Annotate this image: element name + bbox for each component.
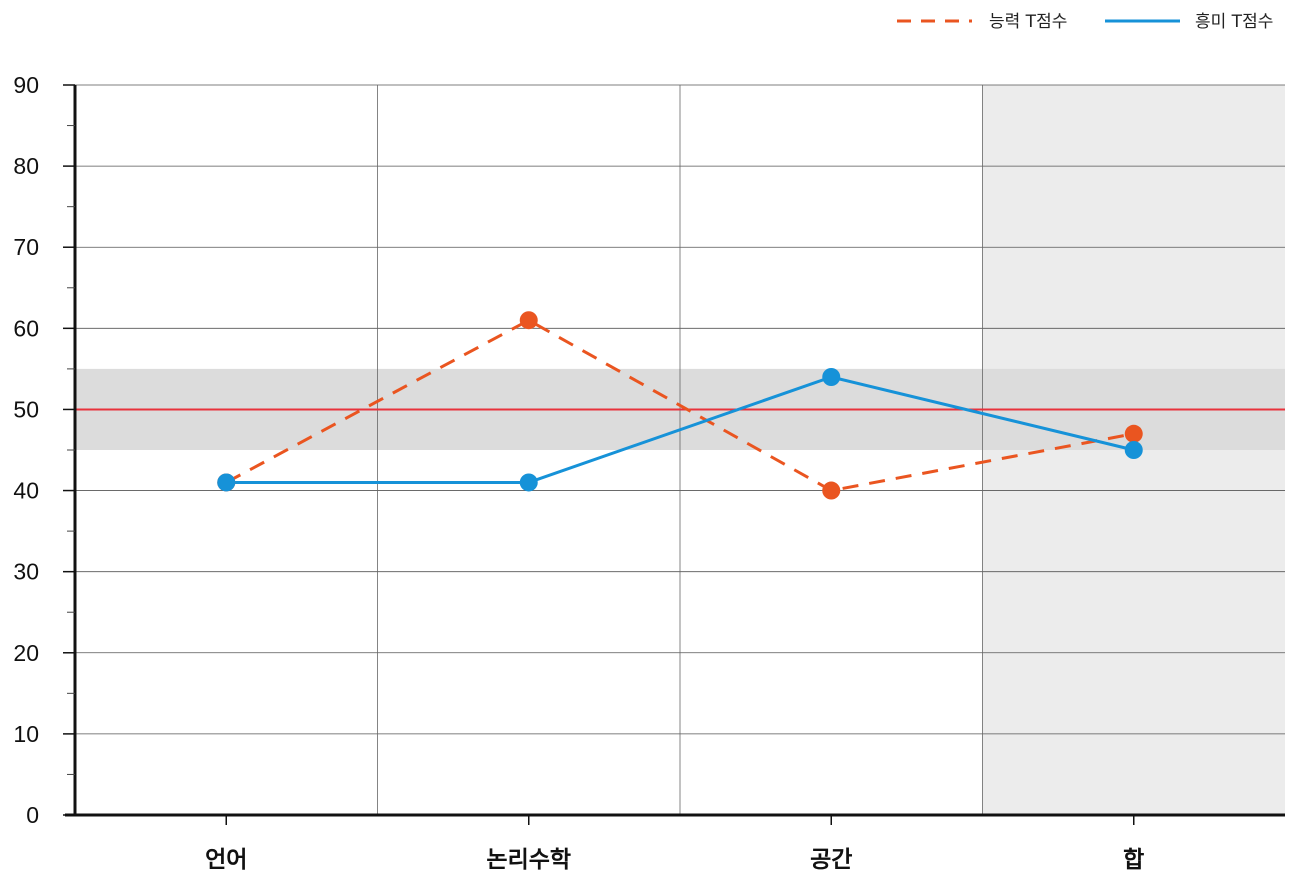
x-tick-label-0: 언어 <box>205 847 247 872</box>
y-tick-label-30: 30 <box>13 559 39 585</box>
y-tick-label-10: 10 <box>13 721 39 747</box>
series-0-point-2 <box>822 481 841 500</box>
y-tick-label-70: 70 <box>13 234 39 260</box>
series-line-1 <box>226 375 1135 484</box>
axis-layer: 0 10 20 30 40 50 60 70 80 90 언어 논리수학 공간 합 <box>13 72 1285 872</box>
legend-label-ability: 능력 T점수 <box>989 12 1067 32</box>
x-tick-label-2: 공간 <box>810 847 852 872</box>
series-0-point-1 <box>519 311 538 330</box>
series-1-point-2 <box>822 368 841 386</box>
legend-label-interest: 흥미 T점수 <box>1195 12 1273 32</box>
grid-layer <box>75 84 1285 815</box>
y-tick-label-50: 50 <box>13 396 39 422</box>
x-tick-label-1: 논리수학 <box>486 847 571 872</box>
y-tick-label-80: 80 <box>13 153 39 179</box>
legend: 능력 T점수 흥미 T점수 <box>897 12 1273 32</box>
series-1-point-3 <box>1124 441 1143 459</box>
series-1-point-1 <box>519 473 538 492</box>
y-tick-label-60: 60 <box>13 315 39 341</box>
series-line-0 <box>225 318 1135 493</box>
y-tick-label-20: 20 <box>13 640 39 666</box>
y-tick-label-90: 90 <box>13 72 39 98</box>
y-tick-label-0: 0 <box>26 802 39 828</box>
x-tick-label-3: 합 <box>1123 847 1144 872</box>
series-layer <box>217 311 1143 500</box>
y-tick-label-40: 40 <box>13 478 39 504</box>
series-1-point-0 <box>217 473 236 492</box>
series-0-point-3 <box>1124 424 1143 443</box>
